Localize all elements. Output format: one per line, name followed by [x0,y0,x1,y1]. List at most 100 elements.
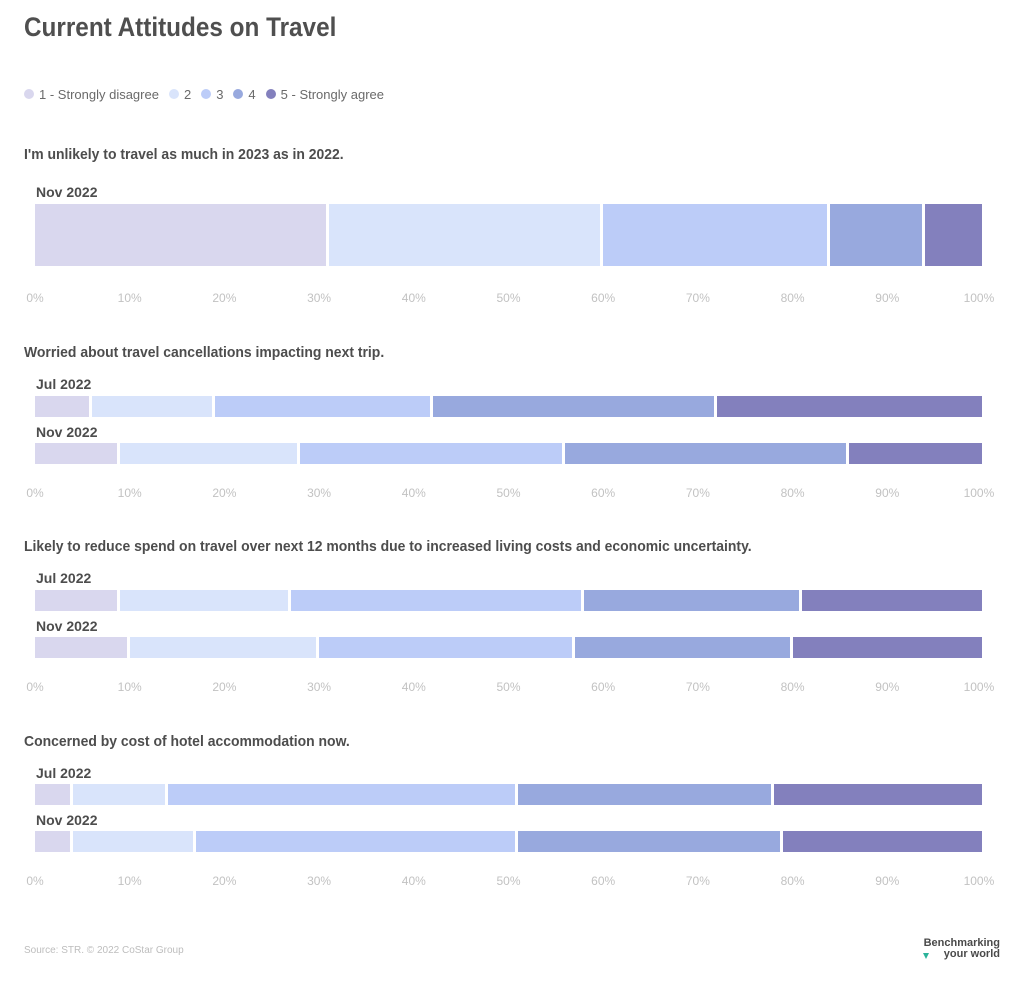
x-tick-label: 70% [685,874,710,888]
bar-segment-5[interactable] [925,204,982,266]
x-tick-label: 80% [780,486,805,500]
x-tick-label: 30% [307,291,332,305]
bar-segment-4[interactable] [565,443,850,464]
x-tick-label: 10% [117,874,142,888]
stacked-bar [35,831,982,852]
legend-dot-icon [265,89,276,99]
bar-segment-5[interactable] [783,831,982,852]
row-label: Jul 2022 [36,376,92,392]
bar-segment-1[interactable] [35,784,73,805]
x-tick-label: 60% [591,680,616,694]
bar-segment-1[interactable] [35,590,121,611]
x-tick-label: 0% [26,486,44,500]
x-tick-label: 50% [496,874,521,888]
bar-segment-5[interactable] [802,590,982,611]
bar-segment-4[interactable] [432,396,717,417]
page-title: Current Attitudes on Travel [24,12,337,42]
x-tick-label: 0% [26,680,44,694]
bar-segment-3[interactable] [319,637,575,658]
bar-segment-3[interactable] [300,443,566,464]
logo-line-2: your world [943,948,1000,960]
x-tick-label: 0% [26,291,44,305]
x-tick-label: 90% [875,486,900,500]
x-tick-label: 80% [780,874,805,888]
x-tick-label: 100% [963,291,995,305]
bar-segment-1[interactable] [35,831,73,852]
bar-segment-2[interactable] [120,590,291,611]
bar-segment-1[interactable] [35,396,92,417]
row-label: Nov 2022 [36,812,98,828]
bar-segment-3[interactable] [214,396,433,417]
x-tick-label: 40% [401,874,426,888]
x-tick-label: 90% [875,874,900,888]
stacked-bar [35,784,982,805]
bar-segment-3[interactable] [195,831,518,852]
bar-segment-3[interactable] [167,784,518,805]
legend-label: 4 [248,86,256,102]
bar-segment-3[interactable] [603,204,831,266]
panel-title: I'm unlikely to travel as much in 2023 a… [24,146,344,163]
bar-segment-5[interactable] [849,443,982,464]
legend-dot-icon [201,89,212,99]
x-tick-label: 50% [496,486,521,500]
legend-label: 1 - Strongly disagree [39,86,159,102]
x-tick-label: 60% [591,874,616,888]
bar-segment-3[interactable] [290,590,585,611]
panel-title: Worried about travel cancellations impac… [24,344,385,361]
logo-line-1: Benchmarking [923,937,1000,949]
x-tick-label: 60% [591,486,616,500]
legend: 1 - Strongly disagree 2 3 4 5 - Strongly agr… [24,85,394,103]
bar-segment-2[interactable] [328,204,604,266]
legend-dot-icon [24,89,34,99]
x-tick-label: 30% [307,486,332,500]
x-tick-label: 70% [685,680,710,694]
stacked-bar [35,590,982,611]
x-tick-label: 40% [401,680,426,694]
x-tick-label: 70% [685,486,710,500]
legend-item-5: 5 - Strongly agree [265,86,384,102]
legend-label: 3 [216,86,224,102]
panel-title: Likely to reduce spend on travel over ne… [24,538,752,555]
legend-dot-icon [233,89,244,99]
row-label: Jul 2022 [36,570,92,586]
x-tick-label: 20% [212,680,237,694]
benchmarking-logo: Benchmarking your world [916,938,1000,964]
logo-mark-icon [923,953,929,959]
bar-segment-5[interactable] [773,784,982,805]
bar-segment-2[interactable] [120,443,301,464]
x-tick-label: 90% [875,291,900,305]
x-tick-label: 40% [401,486,426,500]
x-tick-label: 20% [212,291,237,305]
x-tick-label: 70% [685,291,710,305]
bar-segment-2[interactable] [91,396,215,417]
bar-segment-5[interactable] [716,396,982,417]
bar-segment-2[interactable] [129,637,320,658]
stacked-bar [35,396,982,417]
bar-segment-4[interactable] [517,831,784,852]
stacked-bar [35,204,982,266]
bar-segment-1[interactable] [35,443,121,464]
legend-item-1: 1 - Strongly disagree [24,87,159,102]
bar-segment-4[interactable] [574,637,793,658]
bar-segment-1[interactable] [35,637,130,658]
source-note: Source: STR. © 2022 CoStar Group [24,945,184,956]
bar-segment-5[interactable] [792,637,982,658]
bar-segment-1[interactable] [35,204,329,266]
x-tick-label: 50% [496,291,521,305]
x-tick-label: 80% [780,680,805,694]
x-tick-label: 80% [780,291,805,305]
x-tick-label: 30% [307,680,332,694]
bar-segment-4[interactable] [830,204,926,266]
bar-segment-4[interactable] [584,590,803,611]
x-tick-label: 40% [401,291,426,305]
bar-segment-2[interactable] [72,784,168,805]
row-label: Nov 2022 [36,184,98,200]
x-tick-label: 0% [26,874,44,888]
legend-label: 5 - Strongly agree [280,86,384,102]
bar-segment-2[interactable] [72,831,196,852]
bar-segment-4[interactable] [517,784,774,805]
legend-item-4: 4 [233,86,256,102]
x-tick-label: 10% [117,680,142,694]
row-label: Jul 2022 [36,765,92,781]
x-tick-label: 10% [117,486,142,500]
